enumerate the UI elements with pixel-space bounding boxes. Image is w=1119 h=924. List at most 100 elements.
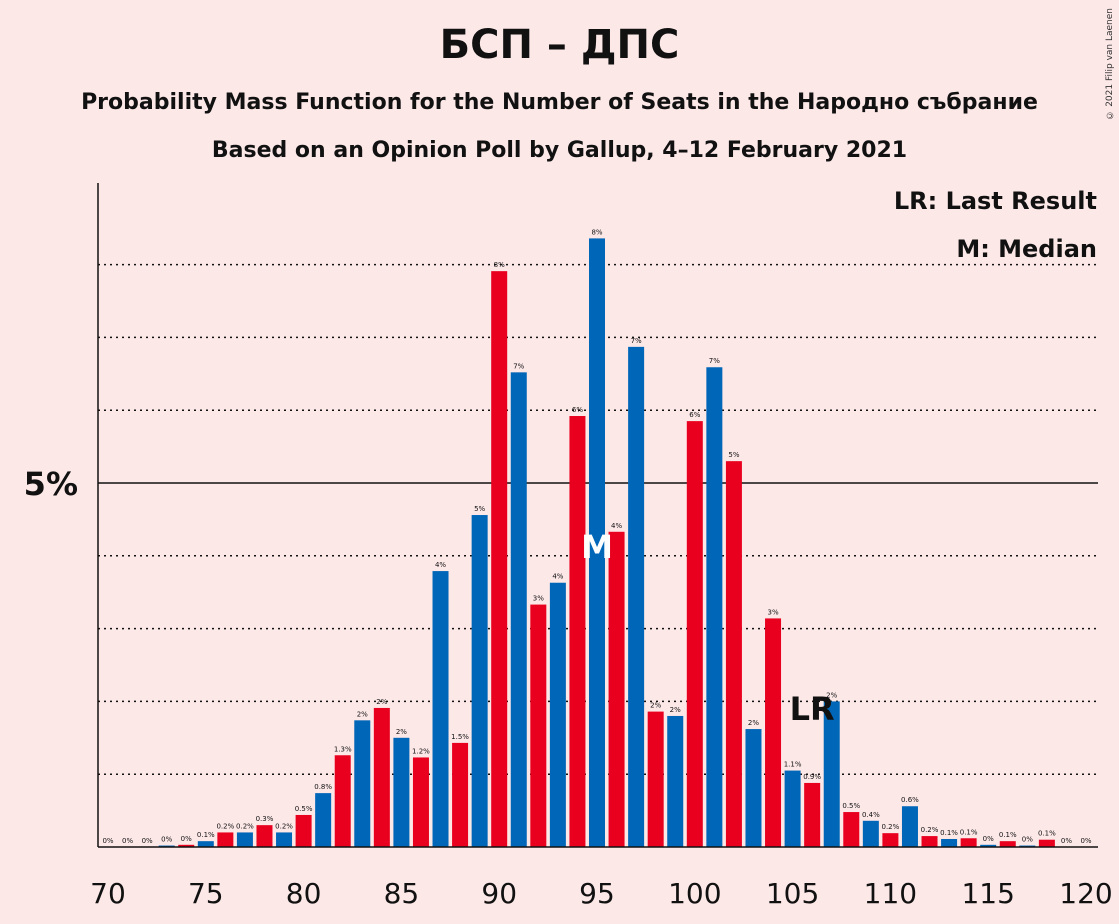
bar [941, 838, 958, 847]
data-label: 4% [435, 561, 446, 569]
data-label: 0.1% [1038, 830, 1056, 838]
y-tick-label: 5% [24, 465, 78, 503]
data-label: 0% [1022, 836, 1033, 844]
bar [823, 701, 840, 847]
data-label: 7% [631, 337, 642, 345]
data-label: 0.1% [940, 829, 958, 837]
data-label: 7% [513, 362, 524, 370]
data-label: 0.2% [236, 822, 254, 830]
x-tick-label: 120 [1059, 877, 1112, 910]
data-label: 0.5% [295, 805, 313, 813]
data-label: 4% [611, 522, 622, 530]
data-label: 0.2% [275, 822, 293, 830]
data-labels: 0% 0% 0% 0% 0% 0.1%0.2% 0.2%0.3%0.2%0.5%0.8%1.… [102, 228, 1091, 845]
data-label: 0.2% [921, 826, 939, 834]
data-label: 2% [357, 710, 368, 718]
last-result-marker: LR [790, 690, 835, 728]
bar-series [158, 238, 1055, 848]
chart-subtitle: Probability Mass Function for the Number… [81, 90, 1038, 115]
data-label: 6% [572, 406, 583, 414]
bar [354, 720, 371, 847]
bar [412, 757, 429, 847]
bar [765, 618, 782, 847]
bar [647, 711, 664, 847]
bar [784, 770, 801, 847]
bar [197, 841, 214, 847]
data-label: 0% [181, 835, 192, 843]
data-label: 4% [552, 573, 563, 581]
bar [999, 841, 1016, 847]
data-label: 0.1% [999, 831, 1017, 839]
data-label: 0.1% [960, 828, 978, 836]
data-label: 0.2% [216, 822, 234, 830]
bar [217, 832, 234, 847]
data-label: 6% [689, 411, 700, 419]
data-label: 0% [142, 837, 153, 845]
data-label: 0.4% [862, 811, 880, 819]
bar [471, 515, 488, 847]
bar [432, 571, 449, 847]
data-label: 0.1% [197, 831, 215, 839]
data-label: 0.9% [803, 773, 821, 781]
bar [334, 755, 351, 847]
data-label: 2% [396, 728, 407, 736]
legend-median: M: Median [956, 235, 1097, 263]
data-label: 0.5% [842, 802, 860, 810]
bar [628, 346, 645, 847]
data-label: 5% [474, 505, 485, 513]
data-label: 0.2% [882, 823, 900, 831]
x-tick-label: 90 [481, 877, 517, 910]
data-label: 2% [748, 719, 759, 727]
bar [843, 812, 860, 847]
bar [589, 238, 605, 848]
bar [882, 833, 899, 847]
bar [569, 416, 586, 847]
data-label: 1.2% [412, 747, 430, 755]
bar [901, 806, 918, 847]
data-label: 0.8% [314, 783, 332, 791]
bar [295, 814, 312, 847]
bar [804, 782, 821, 847]
data-label: 1.3% [334, 745, 352, 753]
bar [491, 271, 508, 848]
bar [530, 604, 547, 847]
bar [276, 832, 293, 847]
data-label: 5% [728, 451, 739, 459]
bar [510, 372, 527, 847]
bar [608, 531, 625, 847]
bar [236, 832, 253, 847]
data-label: 0% [983, 835, 994, 843]
data-label: 1.1% [784, 761, 802, 769]
bar [315, 793, 332, 847]
bar [686, 421, 703, 847]
x-tick-label: 70 [90, 877, 126, 910]
data-label: 0% [1080, 837, 1091, 845]
data-label: 2% [650, 702, 661, 710]
data-label: 1.5% [451, 733, 469, 741]
data-label: 0% [1061, 837, 1072, 845]
data-label: 0% [102, 837, 113, 845]
bar [373, 707, 390, 847]
bar [256, 825, 273, 847]
data-label: 8% [494, 261, 505, 269]
x-tick-label: 115 [961, 877, 1014, 910]
x-tick-label: 105 [766, 877, 819, 910]
data-label: 8% [591, 228, 602, 236]
x-tick-label: 95 [579, 877, 615, 910]
data-label: 2% [376, 698, 387, 706]
x-tick-label: 80 [286, 877, 322, 910]
data-label: 2% [826, 691, 837, 699]
x-tick-label: 75 [188, 877, 224, 910]
bar [980, 844, 997, 847]
bar [452, 742, 469, 847]
axes: 70 75 80 85 90 95 100 105 110 115 120 5% [24, 183, 1113, 910]
bar [393, 737, 410, 847]
data-label: 3% [533, 595, 544, 603]
data-label: 0.6% [901, 796, 919, 804]
bar [178, 844, 195, 847]
data-label: 2% [670, 706, 681, 714]
bar [862, 820, 879, 847]
data-label: 0% [122, 837, 133, 845]
